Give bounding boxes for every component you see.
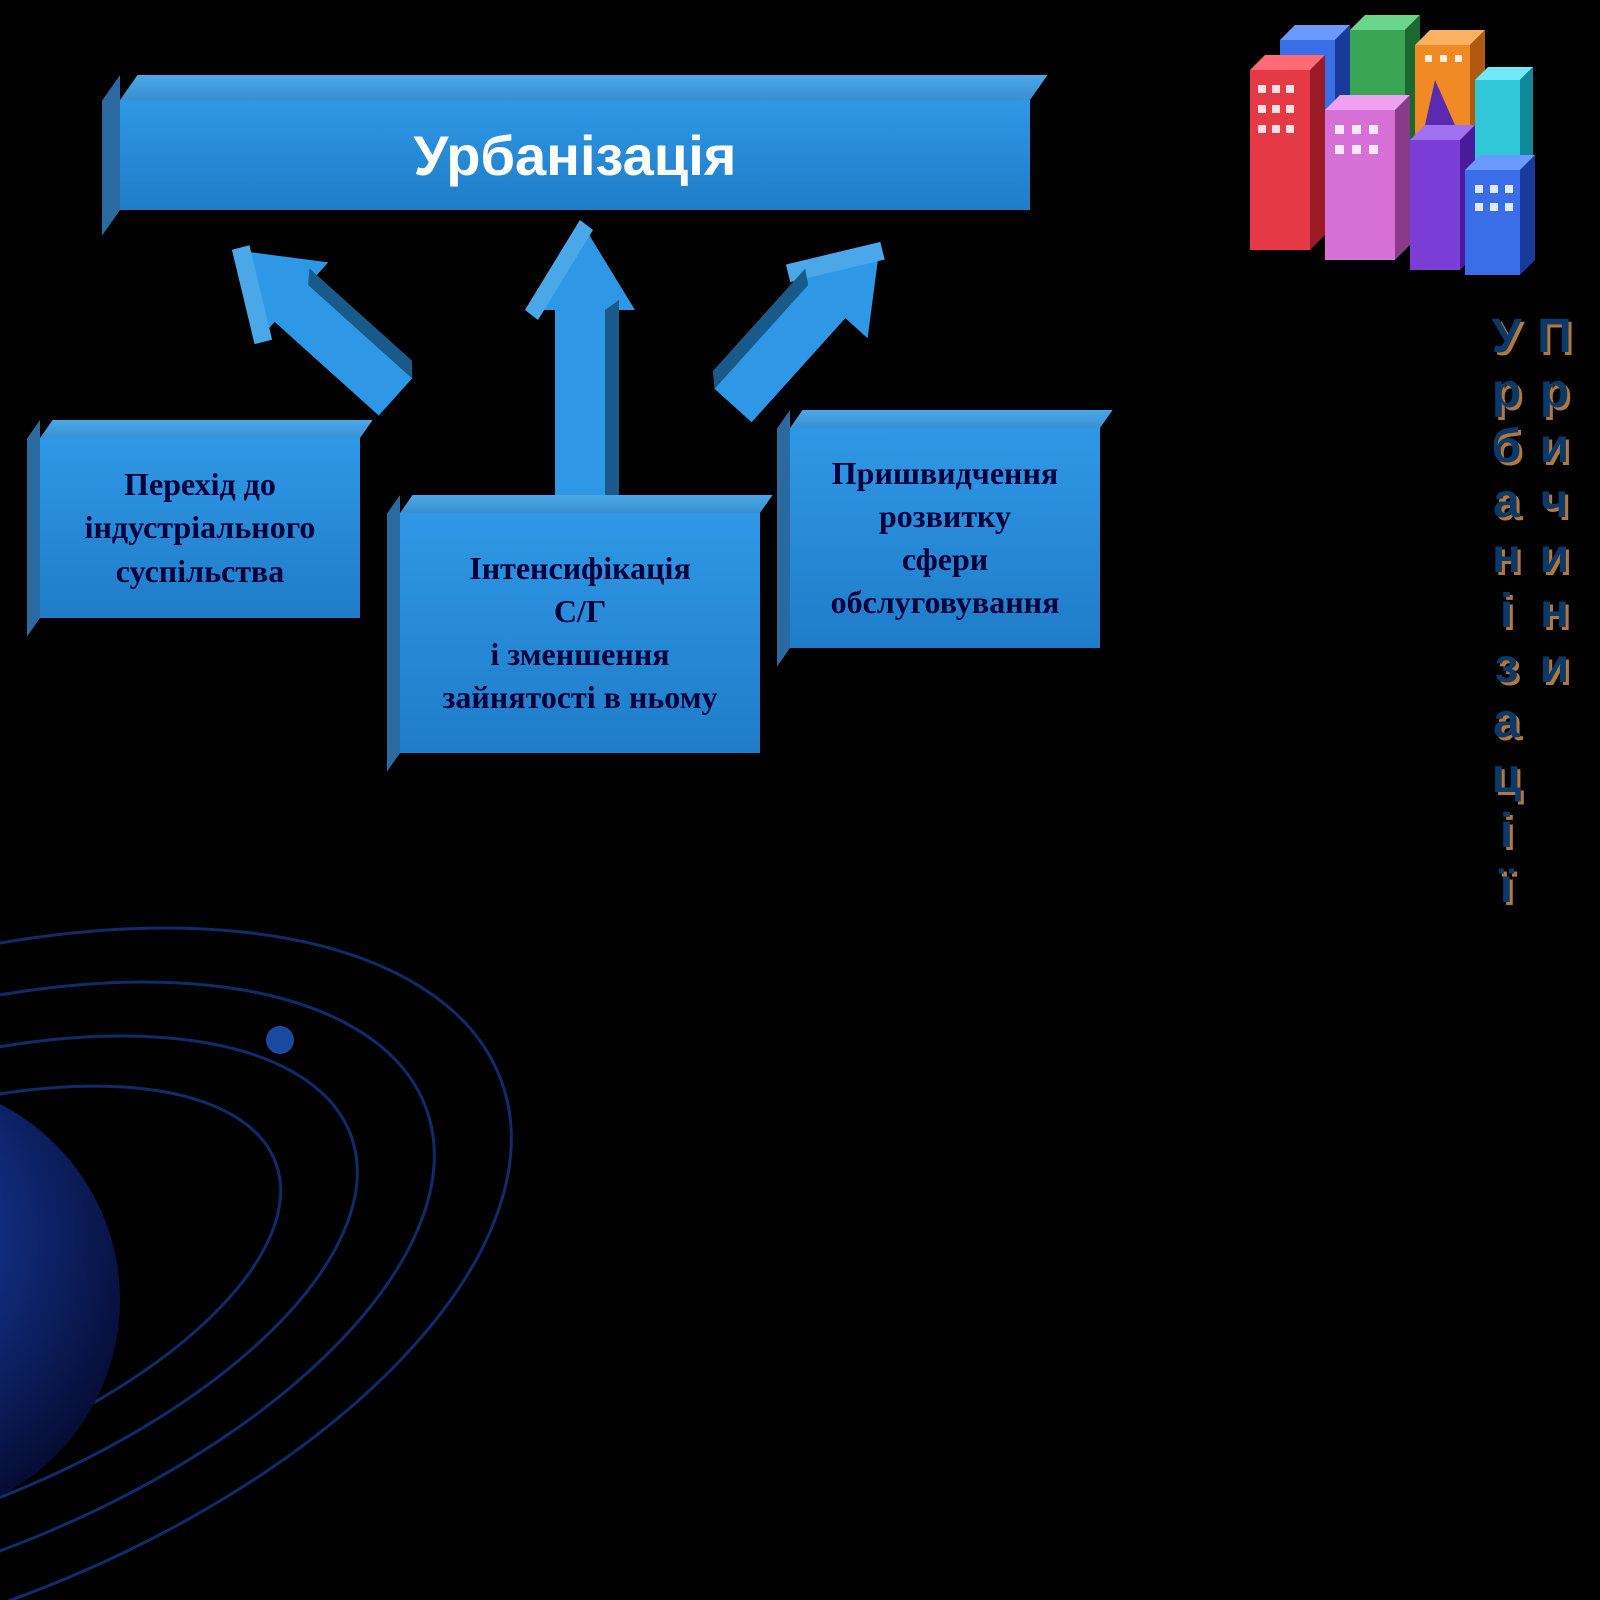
title-text: Урбанізація: [414, 123, 737, 188]
sidebar-title: Причини Урбанізації: [1482, 310, 1578, 1200]
cause-industrial: Перехід до індустріального суспільства: [40, 420, 360, 618]
arrow-industrial: [200, 205, 420, 435]
arrow-services: [700, 205, 920, 435]
arrow-agri: [505, 210, 655, 510]
buildings-icon: [1240, 10, 1540, 290]
cause-industrial-text: Перехід до індустріального суспільства: [85, 463, 316, 593]
title-box: Урбанізація: [120, 75, 1030, 210]
cause-agri: Інтенсифікація С/Г і зменшення зайнятост…: [400, 495, 760, 753]
cause-agri-text: Інтенсифікація С/Г і зменшення зайнятост…: [443, 547, 718, 720]
cause-services-text: Пришвидчення розвитку сфери обслуговуван…: [831, 452, 1060, 625]
cause-services: Пришвидчення розвитку сфери обслуговуван…: [790, 410, 1100, 648]
